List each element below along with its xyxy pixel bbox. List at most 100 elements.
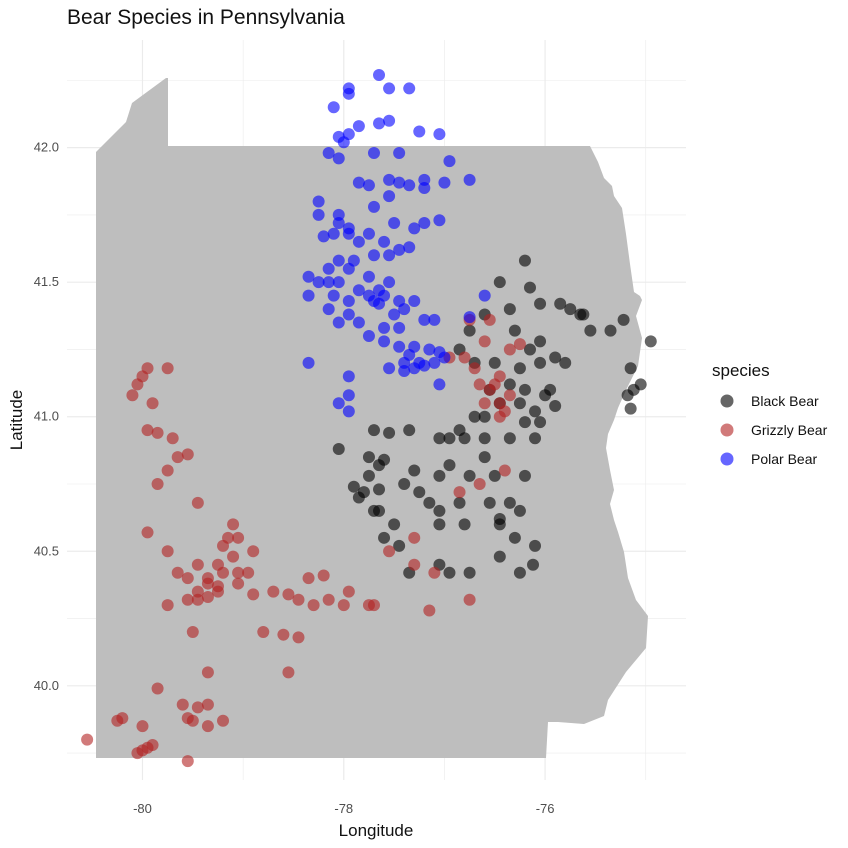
y-tick-label: 41.5 [34,274,59,289]
data-point [503,389,516,402]
data-point [151,478,164,490]
data-point [388,308,401,321]
data-point [554,297,567,310]
data-point [408,295,421,308]
data-point [342,370,355,383]
data-point [352,235,365,248]
data-point [428,313,441,326]
data-point [161,599,174,612]
data-point [312,208,325,221]
data-point [373,483,386,496]
data-point [327,289,340,302]
data-point [498,464,511,477]
data-point [161,545,174,558]
data-point [292,593,305,606]
data-point [549,351,562,364]
data-point [362,330,375,342]
data-point [463,469,476,482]
data-point [201,720,214,733]
data-point [383,426,396,439]
data-point [493,276,506,289]
data-point [332,276,345,289]
data-point [171,566,184,579]
data-point [367,599,380,612]
data-point [201,698,214,711]
data-point [423,604,436,617]
data-point [342,405,355,418]
data-point [322,593,335,606]
data-point [282,666,295,679]
series-black-bear [332,254,657,579]
data-point [428,566,441,579]
data-point [383,545,396,558]
data-point [503,378,516,391]
data-point [483,313,496,326]
data-point [433,432,446,445]
data-point [498,405,511,418]
x-tick-label: -80 [133,801,152,816]
data-point [367,504,380,517]
data-point [322,276,335,289]
data-point [312,195,325,208]
data-point [327,227,340,240]
data-point [383,173,396,186]
data-point [518,416,531,429]
data-point [151,682,164,695]
data-point [483,496,496,509]
data-point [534,356,547,369]
data-point [478,397,491,410]
data-point [508,531,521,544]
data-point [518,254,531,267]
data-point [373,297,386,310]
series-grizzly-bear [81,313,526,768]
data-point [131,747,144,760]
data-point [493,370,506,383]
data-point [191,593,204,606]
data-point [383,190,396,203]
data-point [584,324,597,337]
data-point [564,303,577,316]
pennsylvania-outline [96,78,648,758]
data-point [367,424,380,437]
data-point [438,176,451,189]
x-tick-label: -76 [536,801,555,816]
data-point [332,316,345,329]
data-point [332,443,345,456]
data-point [473,378,486,391]
data-point [81,733,94,746]
data-point [478,451,491,464]
data-point [352,491,365,504]
data-point [438,351,451,364]
data-point [136,720,149,733]
data-point [443,566,456,579]
data-point [352,284,365,297]
data-point [413,125,426,138]
data-point [373,459,386,472]
data-point [513,566,526,579]
data-point [408,362,421,375]
data-point [181,755,194,768]
data-point [527,558,540,571]
data-point [624,362,637,375]
data-point [534,416,547,429]
legend-key [720,452,734,466]
legend-label: Black Bear [751,393,819,409]
data-point [171,451,184,464]
data-point [362,227,375,240]
data-point [488,356,501,369]
y-tick-label: 42.0 [34,140,59,155]
data-point [624,402,637,415]
data-point [342,227,355,240]
data-point [513,397,526,410]
data-point [403,179,416,192]
data-point [302,289,315,302]
data-point [247,588,260,601]
data-point [408,531,421,544]
data-point [217,566,230,579]
data-point [577,308,590,321]
data-point [362,451,375,464]
data-point [342,308,355,321]
data-point [418,359,431,372]
data-point [478,432,491,445]
data-point [317,230,330,243]
